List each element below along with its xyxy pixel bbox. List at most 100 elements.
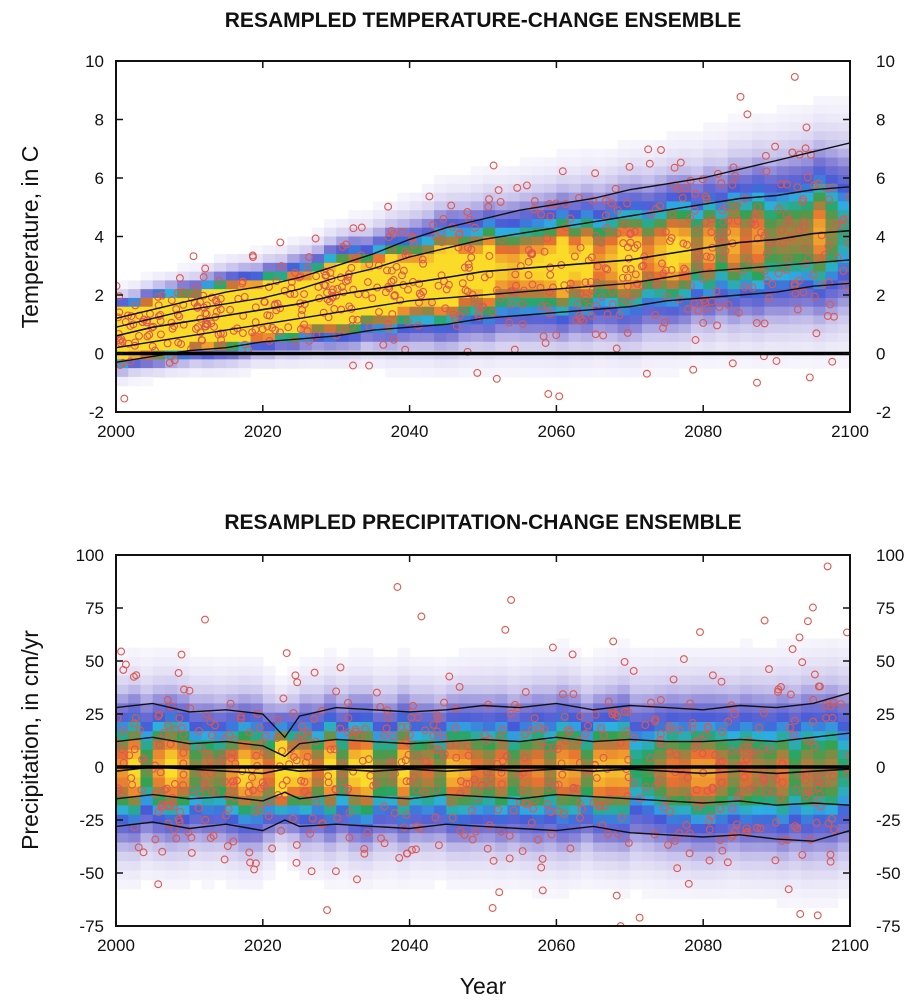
density-cell	[825, 341, 839, 352]
ensemble-point	[179, 770, 188, 779]
density-cell	[764, 201, 778, 211]
density-cell	[739, 666, 753, 677]
ensemble-point	[743, 110, 752, 119]
density-cell	[703, 721, 717, 732]
density-cell	[164, 870, 178, 881]
density-cell	[495, 879, 509, 890]
density-cell	[825, 638, 839, 649]
density-cell	[262, 796, 276, 807]
density-cell	[776, 218, 790, 229]
density-cell	[715, 879, 729, 890]
density-cell	[336, 227, 350, 238]
density-cell	[544, 861, 557, 871]
ensemble-point	[310, 715, 319, 723]
density-cell	[837, 227, 850, 238]
density-cell	[593, 842, 606, 853]
ensemble-point	[696, 266, 705, 275]
density-cell	[360, 289, 374, 299]
ensemble-point	[357, 251, 366, 260]
density-cell	[140, 842, 154, 853]
density-cell	[507, 759, 521, 769]
ensemble-point	[320, 267, 329, 276]
density-cell	[495, 777, 509, 788]
density-cell	[348, 712, 362, 723]
density-cell	[128, 376, 142, 387]
y-tick-label-left: 75	[85, 599, 104, 618]
density-cell	[397, 315, 411, 325]
density-cell	[813, 703, 827, 714]
density-cell	[483, 227, 496, 238]
density-cell	[544, 201, 557, 211]
density-cell	[434, 721, 447, 732]
density-cell	[837, 823, 850, 834]
density-cell	[801, 183, 814, 194]
density-cell	[409, 245, 423, 255]
density-cell	[336, 333, 350, 343]
density-cell	[421, 851, 435, 862]
density-cell	[495, 786, 509, 797]
density-cell	[531, 350, 545, 360]
density-cell	[434, 796, 447, 807]
density-cell	[715, 341, 729, 352]
density-cell	[409, 861, 423, 871]
density-cell	[739, 703, 753, 714]
density-cell	[813, 289, 827, 299]
density-cell	[629, 192, 643, 203]
density-cell	[605, 368, 619, 378]
density-cell	[385, 851, 398, 862]
ensemble-point	[432, 785, 441, 794]
density-cell	[434, 324, 447, 334]
density-cell	[727, 675, 741, 686]
density-cell	[519, 712, 533, 723]
ensemble-point	[135, 331, 143, 340]
density-cell	[483, 666, 496, 677]
ensemble-point	[363, 828, 372, 837]
density-cell	[642, 245, 655, 255]
ensemble-point	[814, 783, 823, 792]
density-cell	[642, 703, 655, 714]
density-cell	[519, 777, 533, 788]
density-cell	[788, 359, 802, 369]
density-cell	[531, 157, 545, 167]
density-cell	[201, 359, 215, 369]
density-cell	[752, 823, 765, 834]
ensemble-point	[365, 361, 374, 370]
density-cell	[336, 350, 350, 360]
ensemble-point	[415, 298, 423, 307]
percentile-line	[116, 229, 850, 337]
density-cell	[348, 777, 362, 788]
density-cell	[801, 879, 814, 890]
temperature-y-axis-label: Temperature, in C	[17, 146, 43, 329]
density-cell	[801, 870, 814, 881]
density-cell	[519, 192, 533, 203]
density-cell	[470, 777, 484, 788]
density-cell	[678, 297, 692, 308]
density-cell	[825, 148, 839, 159]
density-cell	[323, 749, 337, 760]
density-cell	[617, 888, 631, 899]
density-cell	[580, 368, 594, 378]
density-cell	[629, 324, 643, 334]
density-cell	[678, 359, 692, 369]
density-cell	[421, 271, 435, 281]
density-cell	[287, 341, 301, 352]
density-cell	[299, 306, 313, 317]
density-cell	[226, 796, 239, 807]
density-cell	[152, 341, 166, 352]
density-cell	[813, 166, 827, 176]
ensemble-point	[609, 637, 618, 646]
ensemble-point	[711, 751, 720, 759]
density-cell	[703, 647, 717, 658]
density-cell	[531, 271, 545, 281]
density-cell	[446, 666, 460, 677]
density-cell	[544, 777, 557, 788]
density-cell	[495, 712, 509, 723]
density-cell	[434, 759, 447, 769]
density-cell	[666, 712, 680, 723]
ensemble-point	[248, 251, 257, 260]
ensemble-point	[157, 800, 166, 809]
ensemble-point	[384, 713, 393, 722]
density-cell	[397, 201, 411, 211]
density-cell	[776, 139, 790, 150]
density-cell	[250, 870, 264, 881]
